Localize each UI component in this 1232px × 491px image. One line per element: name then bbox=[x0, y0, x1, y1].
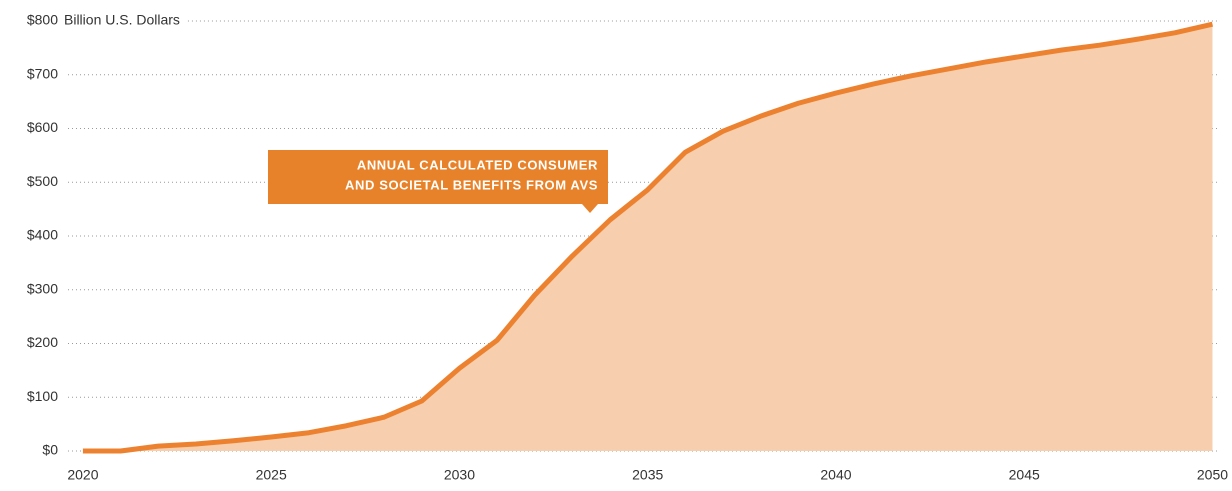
annotation-line: ANNUAL CALCULATED CONSUMER bbox=[357, 157, 598, 172]
annotation: ANNUAL CALCULATED CONSUMER AND SOCIETAL … bbox=[268, 150, 608, 213]
area bbox=[82, 24, 1213, 451]
x-tick-label: 2020 bbox=[67, 467, 98, 483]
x-tick-label: 2025 bbox=[256, 467, 287, 483]
x-tick-label: 2050 bbox=[1197, 467, 1228, 483]
line bbox=[82, 21, 1214, 454]
y-tick-label: $0 bbox=[42, 442, 58, 458]
y-tick-label: $700 bbox=[27, 65, 58, 81]
x-tick-label: 2040 bbox=[820, 467, 851, 483]
annotation-box bbox=[268, 150, 608, 204]
axes: $0 $100 $200 $300 $400 $500 $600 $700 $800 Billio… bbox=[27, 12, 1228, 483]
x-tick-label: 2035 bbox=[632, 467, 663, 483]
y-tick-label: $100 bbox=[27, 388, 58, 404]
y-tick-label: $800 bbox=[27, 12, 58, 28]
unit-label: Billion U.S. Dollars bbox=[64, 12, 180, 28]
y-tick-label: $500 bbox=[27, 173, 58, 189]
x-tick-label: 2045 bbox=[1009, 467, 1040, 483]
plot bbox=[82, 21, 1214, 454]
annotation-pointer bbox=[582, 204, 598, 213]
y-tick-label: $300 bbox=[27, 280, 58, 296]
x-tick-label: 2030 bbox=[444, 467, 475, 483]
y-tick-label: $400 bbox=[27, 227, 58, 243]
annotation-line: AND SOCIETAL BENEFITS FROM AVS bbox=[345, 177, 598, 192]
y-tick-label: $200 bbox=[27, 334, 58, 350]
y-tick-label: $600 bbox=[27, 119, 58, 135]
